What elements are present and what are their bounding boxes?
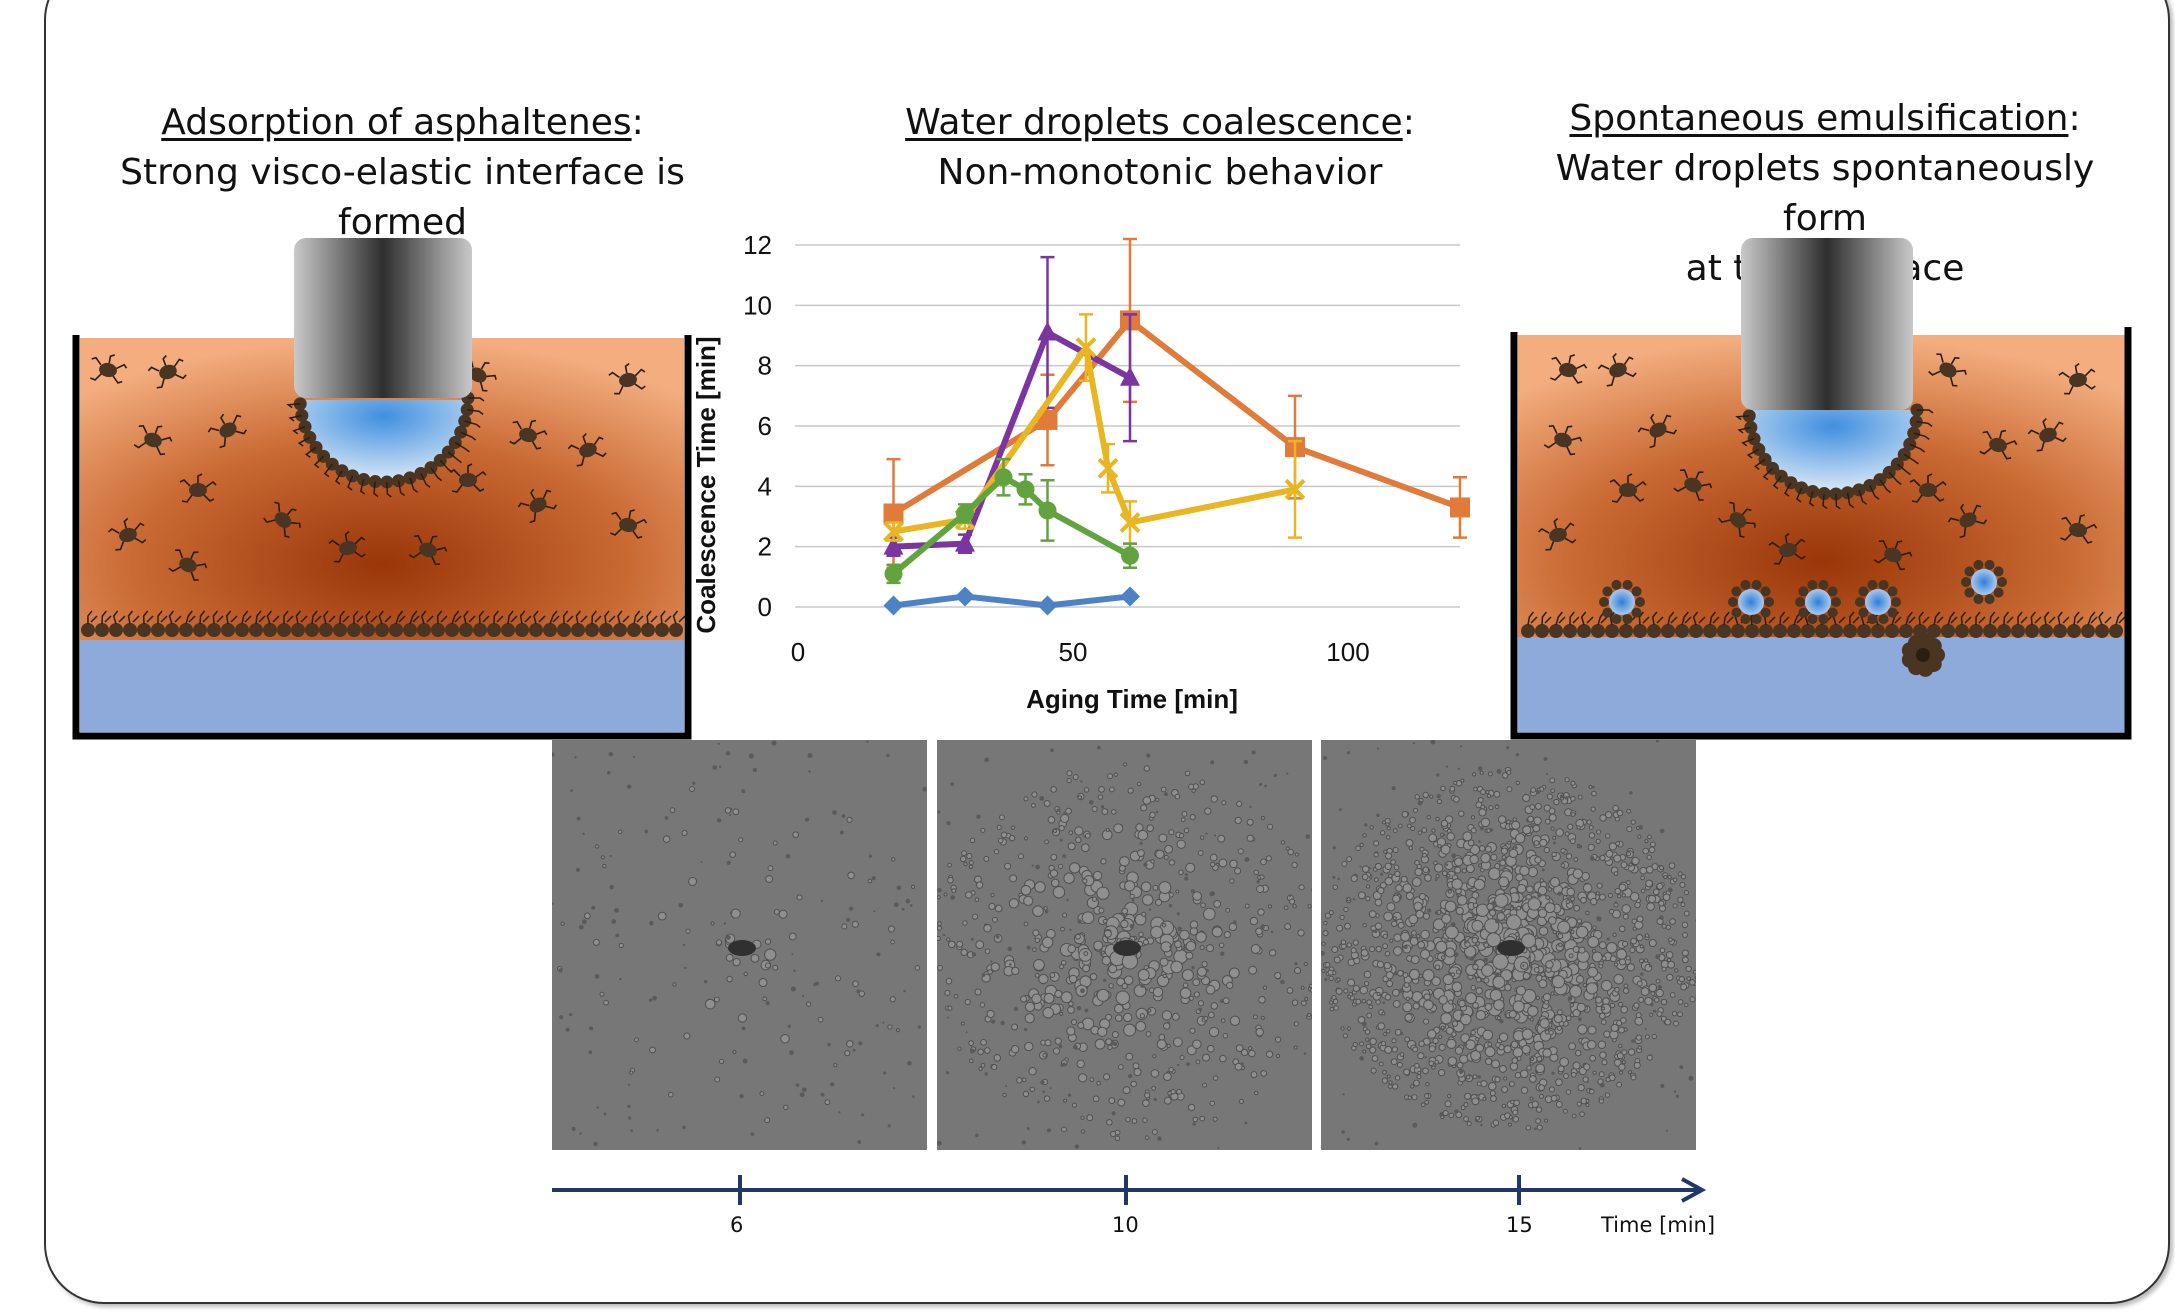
chart-x-tick-label: 0 xyxy=(791,637,805,667)
micro-water-droplet xyxy=(1971,569,1997,595)
chart-y-tick-label: 10 xyxy=(743,290,772,320)
photo-frame-10min xyxy=(937,740,1312,1150)
chart-gridlines xyxy=(795,244,1460,608)
chart-series-diamond xyxy=(883,586,1140,616)
chart-data-point xyxy=(883,535,904,555)
chart-data-point xyxy=(1121,546,1139,565)
chart-data-point xyxy=(1284,478,1306,500)
timeline-label-15: 15 xyxy=(1506,1213,1533,1237)
left-capillary xyxy=(294,238,472,398)
micro-water-droplet xyxy=(1609,589,1635,615)
left-schematic xyxy=(72,238,692,740)
chart-data-point xyxy=(956,504,974,523)
left-asphaltene-particles xyxy=(90,354,648,581)
chart-data-point xyxy=(955,586,975,607)
timeline-axis xyxy=(552,1175,1707,1205)
right-droplet-shell xyxy=(1735,403,1934,510)
right-subtitle-line1: Water droplets spontaneously form xyxy=(1555,148,2095,239)
timeline-axis-label: Time [min] xyxy=(1601,1213,1716,1237)
chart-x-tick-labels: 0 50 100 xyxy=(791,637,1370,667)
chart-data-point xyxy=(955,532,975,552)
chart-data-point xyxy=(1097,457,1119,479)
center-subtitle: Non-monotonic behavior xyxy=(937,152,1383,193)
micro-water-droplet xyxy=(1738,589,1764,615)
chart-data-point xyxy=(1120,366,1140,386)
chart-series-line xyxy=(891,474,1132,577)
chart-series-line xyxy=(893,593,1131,609)
left-heading: Adsorption of asphaltenes: Strong visco-… xyxy=(120,102,685,243)
chart-series-line xyxy=(891,317,1462,517)
chart-series-circle xyxy=(884,457,1139,585)
chart-y-tick-label: 12 xyxy=(743,230,772,260)
left-interface-layer xyxy=(81,610,686,637)
chart-data-point xyxy=(883,521,904,542)
chart-data-point xyxy=(1075,337,1097,358)
chart-data-point xyxy=(1037,409,1058,430)
photo-frame-15min xyxy=(1321,740,1696,1150)
chart-data-point xyxy=(883,503,904,524)
chart-data-point xyxy=(884,564,903,583)
right-capillary xyxy=(1741,238,1913,410)
chart-data-point xyxy=(1120,586,1140,607)
photo-frame-6min xyxy=(552,740,927,1150)
right-asphaltene-particles xyxy=(1538,353,2098,571)
coalescence-chart: 0 2 4 6 8 10 12 0 50 100 Aging Time [min] Coales… xyxy=(691,230,1470,714)
center-heading: Water droplets coalescence: Non-monotoni… xyxy=(905,102,1415,193)
chart-data-point xyxy=(1016,480,1035,499)
chart-y-tick-label: 4 xyxy=(758,471,772,501)
chart-series-line xyxy=(893,344,1296,535)
chart-y-tick-label: 2 xyxy=(758,532,772,562)
spontaneous-water-droplets xyxy=(1599,559,2007,677)
chart-x-tick-label: 50 xyxy=(1059,637,1088,667)
timeline-label-6: 6 xyxy=(730,1213,744,1237)
chart-y-tick-labels: 0 2 4 6 8 10 12 xyxy=(743,230,772,622)
chart-data-point xyxy=(1037,321,1058,341)
chart-data-point xyxy=(1037,595,1058,616)
left-droplet-shell xyxy=(286,391,485,498)
left-title: Adsorption of asphaltenes xyxy=(161,102,632,143)
chart-series-triangle xyxy=(883,255,1140,557)
center-title: Water droplets coalescence xyxy=(905,102,1403,143)
chart-series-x xyxy=(883,313,1306,545)
chart-y-axis-label: Coalescence Time [min] xyxy=(691,336,721,633)
chart-y-tick-label: 6 xyxy=(758,411,772,441)
chart-y-tick-label: 8 xyxy=(758,351,772,381)
chart-data-point xyxy=(883,595,904,616)
chart-x-tick-label: 100 xyxy=(1326,637,1369,667)
chart-data-point xyxy=(994,468,1013,487)
micro-water-droplet xyxy=(1805,589,1831,615)
chart-data-point xyxy=(1119,512,1141,533)
micro-water-droplet xyxy=(1865,589,1891,615)
chart-series xyxy=(883,237,1470,616)
right-title: Spontaneous emulsification xyxy=(1569,98,2069,139)
left-subtitle: Strong visco-elastic interface is formed xyxy=(120,152,685,243)
right-schematic xyxy=(1510,238,2132,740)
chart-data-point xyxy=(1450,497,1470,518)
timeline-label-10: 10 xyxy=(1112,1213,1139,1237)
chart-data-point xyxy=(1038,501,1057,520)
chart-x-axis-label: Aging Time [min] xyxy=(1026,684,1238,714)
chart-y-tick-label: 0 xyxy=(758,592,772,622)
